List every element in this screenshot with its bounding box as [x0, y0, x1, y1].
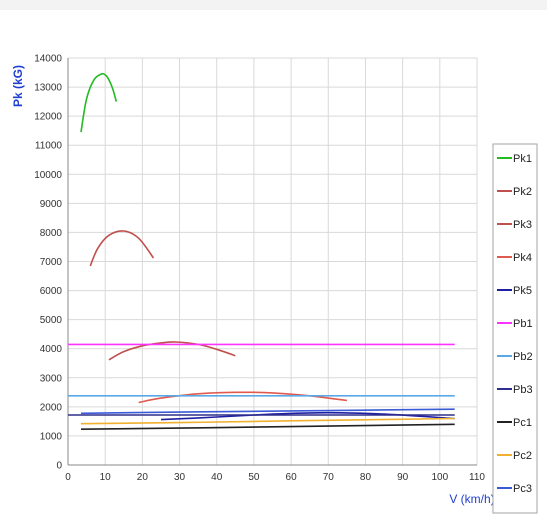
- series-line-pc3: [80, 408, 455, 415]
- series-line-pk4: [138, 391, 348, 404]
- legend-label-pc3: Pc3: [513, 483, 532, 495]
- x-tick-labels: 0 10 20 30 40 50 60 70 80 90 100 110: [65, 472, 485, 483]
- legend-label-pk3: Pk3: [513, 219, 532, 231]
- x-tick-label: 80: [360, 472, 372, 483]
- y-tick-label: 14000: [34, 54, 62, 65]
- x-tick-label: 60: [286, 472, 298, 483]
- y-tick-label: 10000: [34, 170, 62, 181]
- y-tick-label: 12000: [34, 112, 62, 123]
- x-tick-label: 30: [174, 472, 186, 483]
- y-tick-label: 4000: [40, 344, 63, 355]
- legend-label-pk4: Pk4: [513, 252, 532, 264]
- x-tick-label: 20: [137, 472, 149, 483]
- series-line-pk3: [108, 341, 236, 361]
- legend-box: [492, 143, 538, 514]
- series-line-pc2: [80, 417, 455, 425]
- y-tick-label: 3000: [40, 373, 63, 384]
- legend-label-pb3: Pb3: [513, 384, 533, 396]
- legend-label-pb2: Pb2: [513, 351, 533, 363]
- series-lines: [68, 72, 455, 430]
- y-tick-label: 0: [56, 461, 62, 472]
- y-tick-label: 6000: [40, 286, 63, 297]
- y-tick-label: 9000: [40, 199, 63, 210]
- y-tick-label: 11000: [35, 141, 63, 152]
- x-tick-label: 10: [100, 472, 112, 483]
- legend-label-pc2: Pc2: [513, 450, 532, 462]
- y-tick-label: 2000: [40, 402, 63, 413]
- x-tick-label: 0: [65, 472, 71, 483]
- y-tick-label: 13000: [34, 83, 62, 94]
- legend-label-pc1: Pc1: [513, 417, 532, 429]
- y-tick-label: 5000: [40, 315, 63, 326]
- window-top-strip: [0, 0, 547, 10]
- x-tick-label: 110: [469, 472, 485, 483]
- x-tick-label: 100: [431, 472, 448, 483]
- x-axis-label: V (km/h): [449, 492, 494, 506]
- x-tick-label: 70: [323, 472, 335, 483]
- series-line-pc1: [80, 423, 455, 430]
- y-axis-label: Pk (kG): [11, 65, 25, 107]
- series-line-pk2: [89, 230, 155, 267]
- grid-lines: [67, 57, 478, 466]
- y-tick-labels: 0 1000 2000 3000 4000 5000 6000 7000 8000 9000 100…: [34, 54, 62, 472]
- axes: [67, 58, 477, 466]
- legend: Pk1 Pk2 Pk3 Pk4 Pk5 Pb1 Pb2 Pb3 Pc1 Pc2 Pc3: [492, 143, 538, 514]
- legend-label-pk5: Pk5: [513, 285, 532, 297]
- x-tick-label: 90: [397, 472, 409, 483]
- legend-label-pk2: Pk2: [513, 186, 532, 198]
- x-tick-label: 50: [248, 472, 260, 483]
- y-tick-label: 1000: [40, 431, 63, 442]
- legend-label-pb1: Pb1: [513, 318, 533, 330]
- x-tick-label: 40: [211, 472, 223, 483]
- legend-label-pk1: Pk1: [513, 153, 532, 165]
- series-line-pk1: [80, 72, 118, 133]
- y-tick-label: 8000: [40, 228, 63, 239]
- y-tick-label: 7000: [40, 257, 63, 268]
